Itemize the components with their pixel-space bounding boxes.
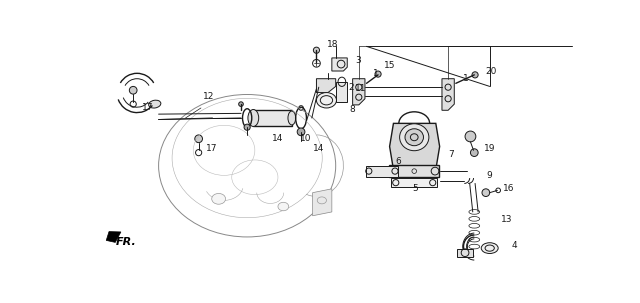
Ellipse shape [148,100,161,108]
Bar [365,166,398,177]
Ellipse shape [248,109,259,126]
Text: 18: 18 [326,40,338,49]
Ellipse shape [405,129,424,146]
Polygon shape [353,79,365,105]
Ellipse shape [212,193,225,204]
Circle shape [244,124,250,130]
Text: 14: 14 [312,144,324,153]
Circle shape [465,131,476,142]
Circle shape [297,128,305,136]
Polygon shape [312,189,332,216]
Ellipse shape [316,93,337,108]
Polygon shape [390,123,440,170]
Text: 13: 13 [501,215,513,224]
Circle shape [314,47,319,53]
Text: 4: 4 [511,241,517,250]
Ellipse shape [481,243,498,254]
Bar [253,109,292,126]
Bar [337,82,348,102]
Text: 1: 1 [372,69,378,78]
Text: 12: 12 [202,92,214,101]
Text: 2: 2 [349,83,355,92]
Text: 17: 17 [141,103,153,112]
Text: 5: 5 [413,184,419,193]
Circle shape [470,149,478,156]
Bar [389,165,439,177]
Text: 7: 7 [448,150,454,159]
Text: 1: 1 [463,74,468,83]
Text: 8: 8 [349,105,355,114]
Text: FR.: FR. [116,237,137,247]
Text: 16: 16 [503,184,515,193]
Text: 11: 11 [355,84,367,93]
Ellipse shape [399,124,429,151]
Text: 20: 20 [485,67,497,75]
Polygon shape [316,79,336,93]
Polygon shape [106,231,121,242]
Polygon shape [442,79,454,110]
Ellipse shape [278,202,289,211]
Text: 17: 17 [205,144,217,153]
Bar [458,249,473,257]
Text: 10: 10 [300,134,311,143]
Circle shape [129,86,137,94]
Ellipse shape [288,111,296,125]
Circle shape [195,135,202,143]
Circle shape [239,102,243,106]
Circle shape [472,72,478,78]
Text: 14: 14 [272,134,283,143]
Text: 19: 19 [484,144,496,152]
Text: 9: 9 [486,171,492,180]
Text: 3: 3 [355,56,361,65]
Text: 6: 6 [396,157,401,166]
Text: 15: 15 [384,61,396,70]
Circle shape [482,189,490,197]
Bar [391,178,437,187]
Circle shape [375,71,381,77]
Polygon shape [332,58,348,71]
